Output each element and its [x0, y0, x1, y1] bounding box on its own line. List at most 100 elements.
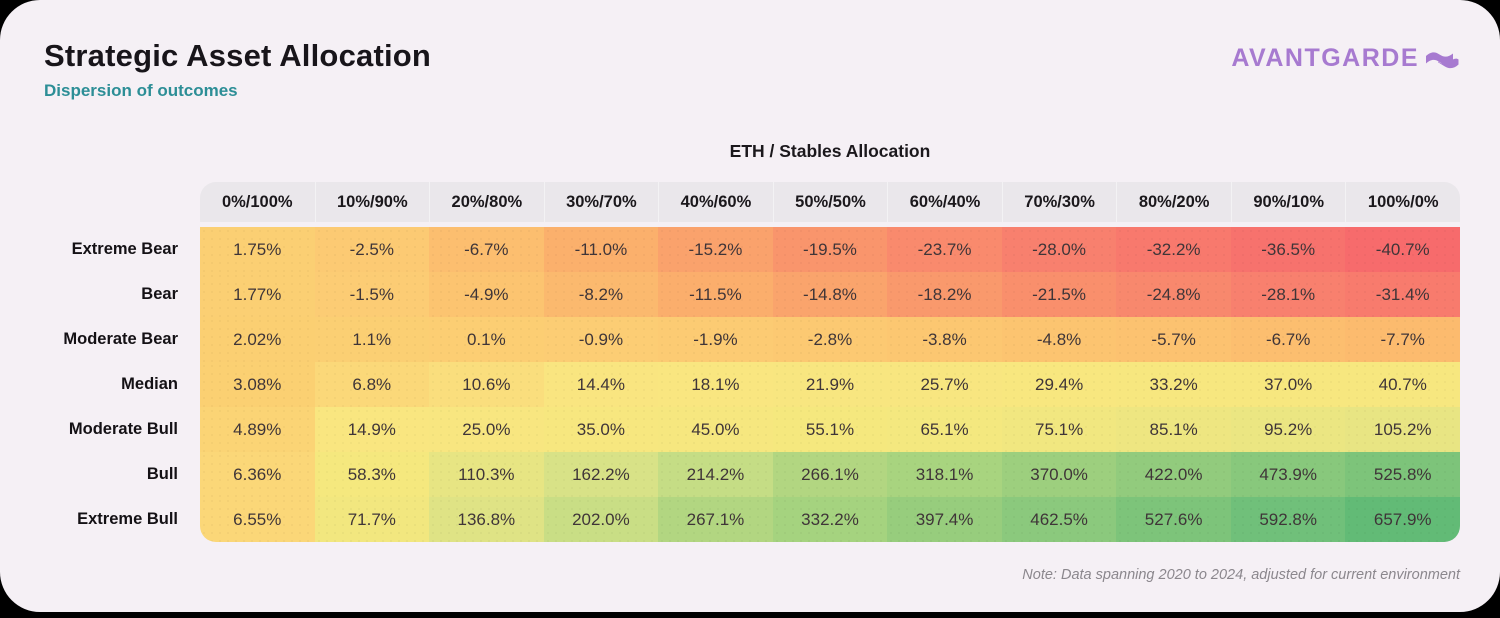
- column-header: 100%/0%: [1345, 182, 1460, 222]
- heatmap-cell: 10.6%: [429, 362, 544, 407]
- heatmap-cell: 0.1%: [429, 317, 544, 362]
- heatmap-cell: 318.1%: [887, 452, 1002, 497]
- column-header: 60%/40%: [887, 182, 1002, 222]
- avantgarde-logo: AVANTGARDE: [1231, 44, 1460, 73]
- heatmap-cell: -32.2%: [1116, 227, 1231, 272]
- heatmap-cell: 71.7%: [314, 497, 430, 542]
- row-label: Extreme Bull: [77, 510, 178, 528]
- heatmap-cell: 35.0%: [543, 407, 659, 452]
- heatmap-cell: -11.5%: [658, 272, 773, 317]
- heatmap-cell: -14.8%: [772, 272, 888, 317]
- heatmap-cell: 105.2%: [1345, 407, 1460, 452]
- column-header: 30%/70%: [543, 182, 659, 222]
- title-block: Strategic Asset Allocation Dispersion of…: [44, 38, 431, 101]
- heatmap-cell: -6.7%: [1230, 317, 1346, 362]
- heatmap-cell: 25.0%: [429, 407, 544, 452]
- heatmap-cell: 18.1%: [658, 362, 773, 407]
- heatmap-cell: -4.8%: [1001, 317, 1117, 362]
- heatmap-cell: 29.4%: [1001, 362, 1117, 407]
- heatmap-cell: 1.75%: [200, 227, 315, 272]
- heatmap-cell: 214.2%: [658, 452, 773, 497]
- heatmap-cell: 65.1%: [887, 407, 1002, 452]
- heatmap-cell: -5.7%: [1116, 317, 1231, 362]
- heatmap-cell: 527.6%: [1116, 497, 1231, 542]
- column-header: 50%/50%: [772, 182, 888, 222]
- heatmap-cell: 14.4%: [543, 362, 659, 407]
- heatmap-cell: 25.7%: [887, 362, 1002, 407]
- heatmap-cell: -3.8%: [887, 317, 1002, 362]
- heatmap-cell: 370.0%: [1001, 452, 1117, 497]
- heatmap-cell: 33.2%: [1116, 362, 1231, 407]
- column-header: 0%/100%: [200, 182, 315, 222]
- heatmap-cell: -40.7%: [1345, 227, 1460, 272]
- heatmap-cell: 95.2%: [1230, 407, 1346, 452]
- heatmap-cell: -24.8%: [1116, 272, 1231, 317]
- heatmap-cell: 202.0%: [543, 497, 659, 542]
- row-label: Bull: [146, 465, 178, 483]
- heatmap-cell: 266.1%: [772, 452, 888, 497]
- flag-squiggle-icon: [1426, 51, 1459, 68]
- heatmap-cell: -0.9%: [543, 317, 659, 362]
- column-header: 20%/80%: [429, 182, 544, 222]
- heatmap-cell: 6.36%: [200, 452, 315, 497]
- heatmap-cell: 110.3%: [429, 452, 544, 497]
- footnote: Note: Data spanning 2020 to 2024, adjust…: [1022, 567, 1460, 583]
- heatmap-cell: -19.5%: [772, 227, 888, 272]
- heatmap-cell: -31.4%: [1345, 272, 1460, 317]
- heatmap-cell: -36.5%: [1230, 227, 1346, 272]
- heatmap-cell: 267.1%: [658, 497, 773, 542]
- heatmap-cell: 55.1%: [772, 407, 888, 452]
- column-header: 40%/60%: [658, 182, 773, 222]
- heatmap-cell: -6.7%: [429, 227, 544, 272]
- heatmap-cell: 473.9%: [1230, 452, 1346, 497]
- heatmap-cell: 332.2%: [772, 497, 888, 542]
- heatmap-cell: -7.7%: [1345, 317, 1460, 362]
- heatmap-cell: -8.2%: [543, 272, 659, 317]
- heatmap-cell: 58.3%: [314, 452, 430, 497]
- column-header: 10%/90%: [314, 182, 430, 222]
- heatmap-cell: 14.9%: [314, 407, 430, 452]
- row-label: Moderate Bear: [63, 330, 178, 348]
- heatmap-cell: -21.5%: [1001, 272, 1117, 317]
- heatmap-cell: -4.9%: [429, 272, 544, 317]
- heatmap-cell: 37.0%: [1230, 362, 1346, 407]
- column-header: 80%/20%: [1116, 182, 1231, 222]
- heatmap-title: ETH / Stables Allocation: [729, 141, 931, 161]
- row-label: Bear: [141, 285, 178, 303]
- heatmap-cell: 75.1%: [1001, 407, 1117, 452]
- row-label: Median: [121, 375, 178, 393]
- heatmap-cell: -2.5%: [314, 227, 430, 272]
- heatmap-cell: 422.0%: [1116, 452, 1231, 497]
- page-subtitle: Dispersion of outcomes: [44, 81, 238, 100]
- heatmap-cell: 6.55%: [200, 497, 315, 542]
- heatmap-cell: -28.1%: [1230, 272, 1346, 317]
- page-title: Strategic Asset Allocation: [44, 38, 432, 73]
- heatmap-grid: 0%/100% 10%/90% 20%/80% 30%/70% 40%/60% 50%/5…: [40, 182, 1460, 542]
- heatmap-cell: 462.5%: [1001, 497, 1117, 542]
- top-bar: Strategic Asset Allocation Dispersion of…: [0, 0, 1500, 101]
- column-header: 90%/10%: [1230, 182, 1346, 222]
- heatmap-cell: -1.5%: [314, 272, 430, 317]
- heatmap-cell: 4.89%: [200, 407, 315, 452]
- column-header: 70%/30%: [1001, 182, 1117, 222]
- heatmap-cell: 1.77%: [200, 272, 315, 317]
- heatmap-cell: 592.8%: [1230, 497, 1346, 542]
- heatmap-cell: -18.2%: [887, 272, 1002, 317]
- heatmap-cell: 136.8%: [429, 497, 544, 542]
- heatmap-corner-spacer: [40, 182, 200, 222]
- heatmap-section: ETH / Stables Allocation 0%/100% 10%/90% 2…: [40, 141, 1460, 542]
- row-label: Extreme Bear: [71, 240, 178, 258]
- heatmap-cell: -28.0%: [1001, 227, 1117, 272]
- heatmap-cell: 397.4%: [887, 497, 1002, 542]
- heatmap-cell: 6.8%: [314, 362, 430, 407]
- heatmap-cell: 2.02%: [200, 317, 315, 362]
- heatmap-cell: -11.0%: [543, 227, 659, 272]
- heatmap-cell: 40.7%: [1345, 362, 1460, 407]
- heatmap-cell: 85.1%: [1116, 407, 1231, 452]
- heatmap-cell: -23.7%: [887, 227, 1002, 272]
- heatmap-cell: -15.2%: [658, 227, 773, 272]
- heatmap-cell: 3.08%: [200, 362, 315, 407]
- heatmap-cell: 1.1%: [314, 317, 430, 362]
